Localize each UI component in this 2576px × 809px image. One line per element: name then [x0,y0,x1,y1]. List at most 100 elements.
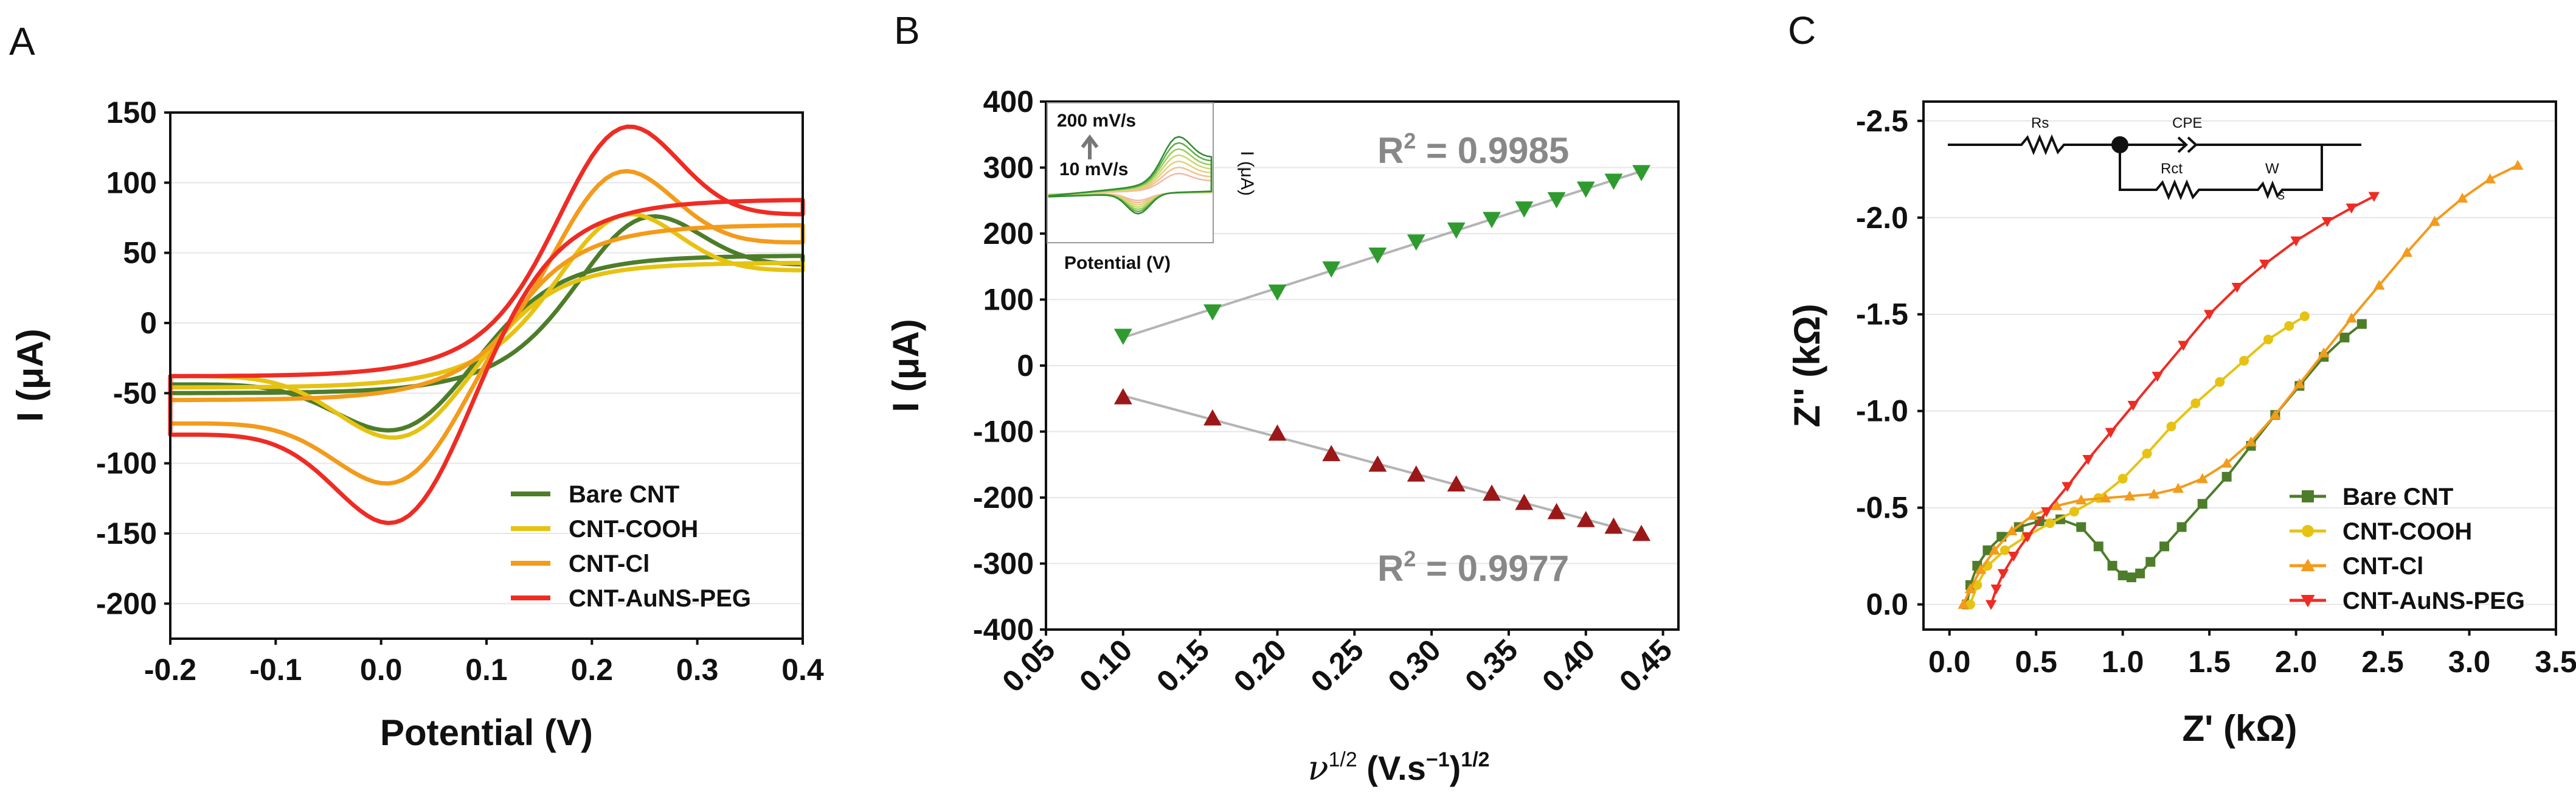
circuit-rct-w-branch [2119,145,2323,201]
randles-y-ticks: -400 -300 -200 -100 0 100 200 300 400 [973,85,1046,647]
nyquist-x-tick-label: 3.0 [2448,645,2491,679]
nyquist-data-point [2346,203,2357,214]
nyquist-data-point [2318,347,2330,358]
nyquist-y-tick-label: -2.0 [1856,201,1908,235]
nyquist-data-point [2045,518,2055,529]
nyquist-data-point [2007,551,2020,562]
nyquist-chart: 0.0 0.5 1.0 1.5 2.0 2.5 3.0 3.5 0.0 -0.5 -1.0 -1.5… [1787,100,2576,749]
nyquist-data-point [2000,545,2010,555]
nyquist-data-point [2270,409,2281,420]
randles-data-point [1604,173,1623,190]
randles-x-ticks: 0.05 0.10 0.15 0.20 0.25 0.30 0.35 0.40 0.45 [995,630,1678,699]
randles-data-point [1368,248,1387,264]
nyquist-data-point [2069,507,2079,517]
nyquist-x-tick-label: 1.0 [2102,645,2144,679]
nyquist-x-tick-label: 0.5 [2015,645,2057,679]
circuit-w-label: W [2265,161,2279,177]
randles-data-point [1632,524,1651,541]
randles-x-tick-label: 0.40 [1536,633,1601,698]
cv-y-tick-label: -100 [96,446,157,481]
inset-frame [1047,102,1214,243]
nyquist-x-axis-label: Z' (kΩ) [2182,708,2297,749]
randles-data-point [1268,284,1287,301]
cv-x-ticks: -0.2 -0.1 0.0 0.1 0.2 0.3 0.4 [144,639,824,687]
nyquist-data-point [2152,372,2163,382]
nyquist-data-point [2321,217,2333,227]
cv-y-tick-label: 150 [106,95,157,130]
nyquist-data-point [2356,319,2367,329]
nyquist-y-tick-label: 0.0 [1866,588,1908,622]
circuit-rs-label: Rs [2031,115,2049,131]
nyquist-data-point [1985,600,1997,610]
randles-data-point [1483,212,1501,229]
randles-data-point [1203,409,1222,426]
randles-x-tick-label: 0.25 [1304,633,1370,698]
randles-data-point [1203,304,1222,321]
nyquist-data-point [2245,436,2257,446]
nyquist-data-point [2105,428,2116,438]
nyquist-data-point [2484,173,2496,184]
nyquist-x-tick-label: 0.0 [1928,645,1971,679]
nyquist-data-point [2190,398,2201,408]
circuit-main-wire [1948,134,2120,156]
nyquist-data-point [1975,564,1987,574]
randles-data-point [1407,465,1425,482]
randles-data-point [1322,261,1341,278]
cv-y-tick-label: 50 [123,236,157,270]
nyquist-data-point [2021,532,2034,543]
nyquist-data-point [2159,541,2170,552]
nyquist-data-point [2027,510,2038,520]
randles-data-point [1483,484,1501,501]
randles-data-point [1515,493,1534,510]
randles-data-point [1113,388,1132,404]
nyquist-legend-label: CNT-AuNS-PEG [2342,588,2525,614]
randles-x-tick-label: 0.30 [1382,633,1447,698]
cv-y-tick-label: 100 [106,165,157,200]
nyquist-data-point [2051,500,2063,510]
randles-chart: 0.05 0.10 0.15 0.20 0.25 0.30 0.35 0.40 0.45 -40… [885,85,1680,788]
circuit-cpe-branch [2120,136,2361,153]
nyquist-plot-frame [1922,100,2557,631]
nyquist-series-line [1969,315,2305,605]
nyquist-data-point [2456,192,2468,203]
nyquist-series-line [1990,195,2375,605]
nyquist-data-point [2082,455,2094,465]
randles-data-point [1547,502,1566,519]
nyquist-data-point [1958,599,1969,609]
nyquist-data-point [2166,422,2176,432]
inset-scan-high: 200 mV/s [1057,111,1136,131]
cv-x-axis-label: Potential (V) [380,712,593,753]
nyquist-data-point [2172,482,2184,493]
nyquist-data-point [2099,492,2111,502]
cv-chart: -0.2 -0.1 0.0 0.1 0.2 0.3 0.4 -200 -150 -100 -50 0… [10,95,824,753]
nyquist-data-point [2197,473,2208,484]
nyquist-data-point [2346,312,2357,323]
nyquist-data-point [2107,561,2117,571]
r2-reduction-label: R2 = 0.9977 [1377,546,1569,589]
randles-y-tick-label: -300 [973,547,1034,581]
randles-data-point [1322,445,1341,462]
cv-y-tick-label: -50 [113,376,157,410]
nyquist-data-point [2148,488,2160,499]
cv-legend: Bare CNT CNT-COOH CNT-Cl CNT-AuNS-PEG [511,481,751,612]
nyquist-data-point [2062,482,2073,492]
nyquist-x-tick-label: 2.5 [2361,645,2404,679]
randles-data-point [1576,510,1595,527]
r2-oxidation-label: R2 = 0.9985 [1377,128,1569,171]
nyquist-data-point [2284,321,2294,331]
randles-data-point [1447,475,1466,491]
nyquist-data-point [2127,400,2139,411]
nyquist-y-tick-label: -2.5 [1856,104,1908,138]
nyquist-data-point [2263,335,2274,345]
nyquist-data-point [2006,525,2018,536]
nyquist-data-point [2142,448,2152,459]
nyquist-series [1958,159,2524,610]
cv-y-tick-label: 0 [140,306,157,340]
randles-data-point [1447,222,1466,239]
nyquist-y-axis-label: Z'' (kΩ) [1787,304,1827,427]
randles-y-tick-label: 0 [1017,349,1034,383]
randles-y-axis-label: I (μA) [885,319,926,412]
nyquist-data-point [2178,341,2189,351]
inset-cv-curve [1048,136,1213,215]
randles-inset: 200 mV/s 10 mV/s Potential (V) I (μA) [1047,102,1257,273]
